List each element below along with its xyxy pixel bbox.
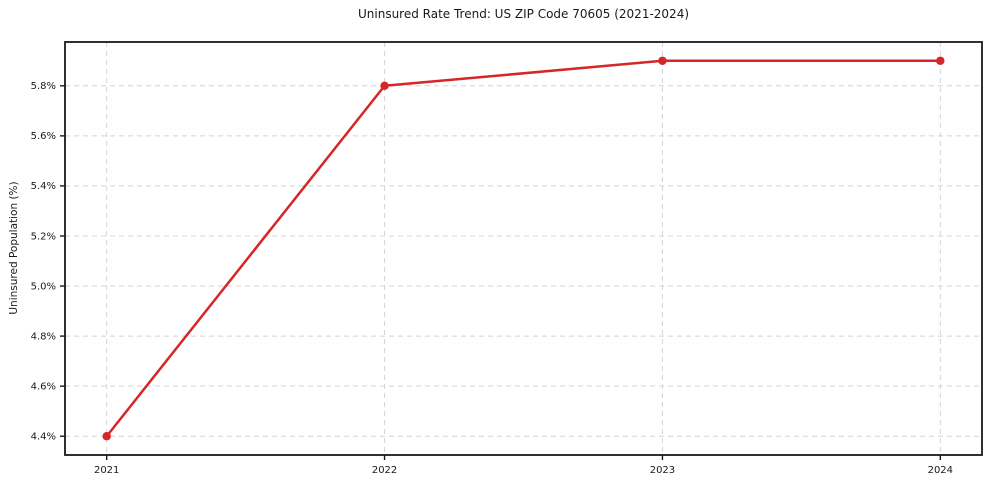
data-point-2022	[380, 81, 389, 91]
data-point-2024	[936, 56, 945, 65]
x-tick-label: 2021	[94, 465, 119, 476]
data-point-2023	[658, 56, 667, 65]
chart-title: Uninsured Rate Trend: US ZIP Code 70605 …	[357, 7, 690, 21]
y-tick-label: 5.4%	[31, 181, 56, 192]
x-tick-label: 2022	[372, 465, 397, 476]
data-point-2021	[102, 432, 111, 441]
y-tick-label: 5.2%	[31, 231, 56, 242]
y-tick-label: 4.8%	[31, 331, 56, 342]
trend-line	[105, 59, 942, 438]
y-tick-label: 5.0%	[31, 281, 56, 292]
x-tick-label: 2023	[650, 465, 675, 476]
y-tick-label: 4.4%	[31, 432, 56, 443]
y-tick-label: 4.6%	[31, 381, 56, 392]
y-tick-label: 5.6%	[31, 131, 56, 142]
x-tick-label: 2024	[928, 465, 953, 476]
y-tick-label: 5.8%	[31, 81, 56, 92]
axis-frame	[64, 41, 983, 456]
